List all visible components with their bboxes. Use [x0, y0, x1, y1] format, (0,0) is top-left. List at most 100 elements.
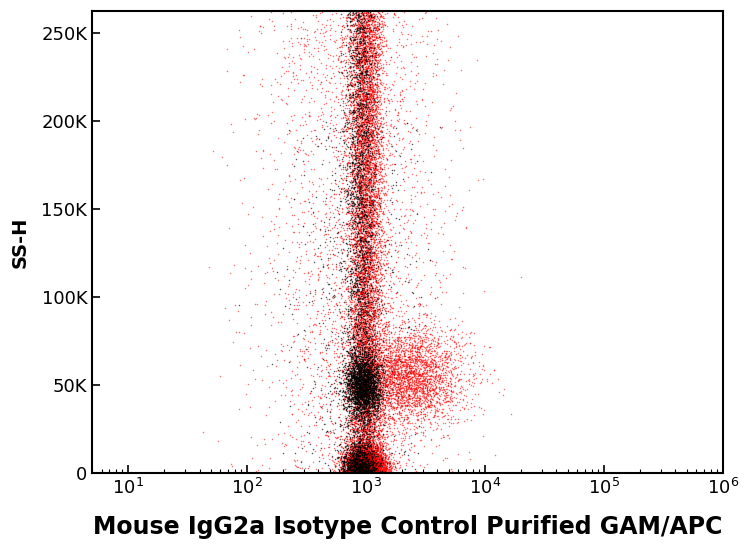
Point — [407, 372, 419, 381]
Point — [370, 364, 382, 372]
Point — [457, 262, 469, 271]
Point — [350, 459, 362, 468]
Point — [361, 375, 373, 383]
Point — [370, 393, 382, 402]
Point — [368, 358, 380, 366]
Point — [374, 404, 386, 413]
Point — [358, 351, 370, 360]
Point — [316, 443, 328, 452]
Point — [392, 111, 404, 119]
Point — [429, 367, 441, 376]
Point — [350, 468, 362, 477]
Point — [454, 350, 466, 359]
Point — [348, 378, 360, 387]
Point — [355, 461, 367, 470]
Point — [341, 432, 353, 441]
Point — [351, 399, 363, 408]
Point — [360, 411, 372, 420]
Point — [354, 394, 366, 403]
Point — [360, 458, 372, 467]
Point — [355, 263, 367, 272]
Point — [358, 469, 370, 477]
Point — [440, 273, 452, 282]
Point — [353, 468, 365, 477]
Point — [360, 97, 372, 106]
Point — [352, 103, 364, 112]
Point — [349, 400, 361, 409]
Point — [362, 397, 374, 406]
Point — [328, 437, 340, 446]
Point — [358, 73, 370, 81]
Point — [356, 186, 368, 195]
Point — [478, 405, 490, 414]
Point — [349, 453, 361, 461]
Point — [322, 378, 334, 387]
Point — [369, 376, 381, 385]
Point — [362, 306, 374, 315]
Point — [355, 366, 367, 375]
Point — [352, 227, 364, 236]
Point — [359, 228, 371, 237]
Point — [350, 458, 362, 467]
Point — [353, 456, 365, 465]
Point — [383, 444, 395, 453]
Point — [356, 455, 368, 464]
Point — [351, 373, 363, 382]
Point — [404, 145, 416, 153]
Point — [364, 381, 376, 389]
Point — [356, 60, 368, 69]
Point — [286, 315, 298, 324]
Point — [422, 400, 434, 409]
Point — [351, 390, 363, 399]
Point — [375, 377, 387, 386]
Point — [358, 387, 370, 395]
Point — [325, 103, 337, 112]
Point — [361, 299, 373, 307]
Point — [348, 356, 360, 365]
Point — [348, 77, 360, 86]
Point — [364, 453, 376, 461]
Point — [380, 153, 392, 162]
Point — [377, 348, 389, 356]
Point — [369, 349, 381, 358]
Point — [340, 11, 352, 20]
Point — [369, 464, 381, 472]
Point — [352, 468, 364, 476]
Point — [365, 360, 377, 369]
Point — [355, 449, 367, 458]
Point — [351, 468, 363, 476]
Point — [340, 416, 352, 425]
Point — [364, 265, 376, 273]
Point — [354, 346, 366, 355]
Point — [399, 432, 411, 441]
Point — [374, 339, 386, 348]
Point — [377, 361, 389, 370]
Point — [338, 256, 350, 265]
Point — [360, 388, 372, 397]
Point — [358, 90, 370, 98]
Point — [413, 376, 424, 385]
Point — [354, 173, 366, 182]
Point — [375, 314, 387, 323]
Point — [481, 377, 493, 386]
Point — [358, 126, 370, 135]
Point — [442, 379, 454, 388]
Point — [350, 443, 361, 452]
Point — [376, 447, 388, 455]
Point — [344, 185, 355, 194]
Point — [452, 375, 464, 384]
Point — [365, 324, 377, 333]
Point — [361, 367, 373, 376]
Point — [361, 443, 373, 452]
Point — [370, 355, 382, 364]
Point — [366, 466, 378, 475]
Point — [362, 157, 374, 166]
Point — [349, 463, 361, 472]
Point — [376, 460, 388, 469]
Point — [423, 414, 435, 423]
Point — [403, 391, 415, 400]
Point — [251, 299, 263, 308]
Point — [415, 358, 427, 367]
Point — [358, 408, 370, 417]
Point — [442, 410, 454, 419]
